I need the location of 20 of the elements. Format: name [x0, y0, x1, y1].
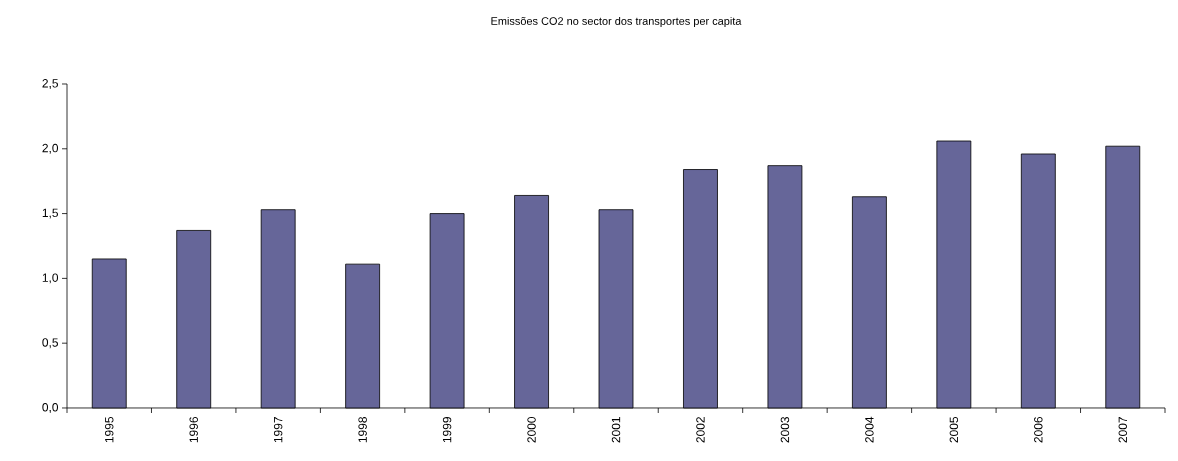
x-tick-label: 2007: [1118, 417, 1127, 443]
x-tick-label: 1999: [442, 417, 452, 443]
x-tick-label: 1996: [189, 417, 198, 443]
y-tick-label: 2,5: [42, 79, 58, 89]
x-tick-label: 1997: [273, 417, 283, 443]
x-tick-label: 1998: [358, 417, 367, 443]
y-tick-label: 0,5: [42, 338, 58, 349]
x-tick-label: 2004: [865, 416, 874, 443]
x-tick-label: 2000: [527, 416, 536, 443]
x-tick-label: 2006: [1034, 417, 1043, 443]
chart-title: Emissões CO2 no sector dos transportes per capita: [491, 16, 742, 28]
y-tick-label: 1,0: [42, 273, 59, 284]
y-tick-label: 1,5: [42, 208, 58, 219]
x-tick-label: 2003: [780, 417, 790, 443]
y-tick-label: 0,0: [42, 403, 59, 413]
x-tick-label: 1995: [105, 417, 114, 443]
y-tick-label: 2,0: [42, 143, 59, 154]
x-tick-label: 2002: [696, 417, 705, 443]
x-tick-label: 2005: [949, 417, 959, 443]
x-tick-label: 2001: [611, 417, 621, 443]
